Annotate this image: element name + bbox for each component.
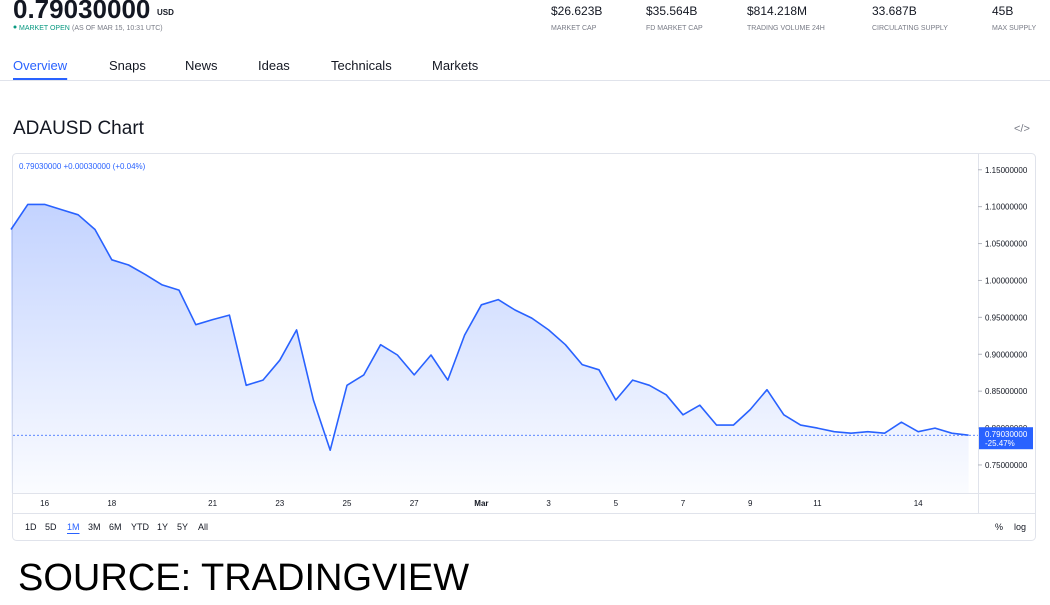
y-tick-label: 0.75000000 <box>985 461 1028 470</box>
range-button[interactable]: All <box>198 522 208 532</box>
range-button[interactable]: 1Y <box>157 522 168 532</box>
stat-value: $35.564B <box>646 4 697 18</box>
range-button[interactable]: 6M <box>109 522 122 532</box>
last-price-change: -25.47% <box>985 439 1015 448</box>
x-tick-label: Mar <box>474 499 488 508</box>
stat-label: MAX SUPPLY <box>992 25 1037 32</box>
x-tick-label: 16 <box>40 499 49 508</box>
x-tick-label: 25 <box>343 499 352 508</box>
status-time: (AS OF MAR 15, 10:31 UTC) <box>72 25 163 32</box>
area <box>11 204 969 493</box>
y-tick-label: 1.00000000 <box>985 276 1028 285</box>
y-tick-label: 0.95000000 <box>985 313 1028 322</box>
x-tick-label: 14 <box>914 499 923 508</box>
y-tick-label: 0.85000000 <box>985 387 1028 396</box>
last-price-box <box>979 427 1033 450</box>
currency: USD <box>157 8 174 17</box>
stat-label: MARKET CAP <box>551 25 597 32</box>
stat-label: TRADING VOLUME 24H <box>747 25 825 32</box>
price-line <box>10 203 969 451</box>
range-underline <box>67 533 80 534</box>
x-tick-label: 18 <box>107 499 116 508</box>
x-tick-label: 23 <box>275 499 284 508</box>
tab[interactable]: Ideas <box>258 58 290 73</box>
x-tick-label: 11 <box>813 499 822 508</box>
x-tick-label: 27 <box>410 499 419 508</box>
market-status: MARKET OPEN <box>19 25 70 32</box>
last-price-label: 0.79030000 <box>985 430 1028 439</box>
tab[interactable]: News <box>185 58 218 73</box>
chart-heading: ADAUSD Chart <box>13 118 145 139</box>
x-tick-label: 21 <box>208 499 217 508</box>
source: SOURCE: TRADINGVIEW <box>18 557 469 599</box>
stat-value: 45B <box>992 4 1013 18</box>
scale-option[interactable]: % <box>995 522 1003 532</box>
x-tick-label: 7 <box>681 499 686 508</box>
tab[interactable]: Overview <box>13 58 68 73</box>
stat-label: CIRCULATING SUPPLY <box>872 25 948 32</box>
stat-value: $26.623B <box>551 4 602 18</box>
y-tick-label: 0.90000000 <box>985 350 1028 359</box>
range-button[interactable]: 5Y <box>177 522 188 532</box>
range-button[interactable]: 1M <box>67 522 80 532</box>
stat-value: 33.687B <box>872 4 917 18</box>
tab[interactable]: Markets <box>432 58 479 73</box>
tab[interactable]: Technicals <box>331 58 392 73</box>
y-tick-label: 1.15000000 <box>985 166 1028 175</box>
embed-icon[interactable]: </> <box>1014 123 1030 135</box>
tab-underline <box>13 78 68 80</box>
y-tick-label: 1.10000000 <box>985 203 1028 212</box>
range-button[interactable]: YTD <box>131 522 150 532</box>
scale-option[interactable]: log <box>1014 522 1026 532</box>
chart-legend: 0.79030000 +0.00030000 (+0.04%) <box>19 162 146 171</box>
x-tick-label: 9 <box>748 499 753 508</box>
price: 0.79030000 <box>13 0 150 24</box>
stat-value: $814.218M <box>747 4 807 18</box>
x-tick-label: 3 <box>546 499 551 508</box>
stat-label: FD MARKET CAP <box>646 25 703 32</box>
y-tick-label: 1.05000000 <box>985 240 1028 249</box>
range-button[interactable]: 1D <box>25 522 37 532</box>
status-dot <box>13 25 17 29</box>
range-button[interactable]: 3M <box>88 522 101 532</box>
range-button[interactable]: 5D <box>45 522 57 532</box>
tab[interactable]: Snaps <box>109 58 146 73</box>
x-tick-label: 5 <box>614 499 619 508</box>
